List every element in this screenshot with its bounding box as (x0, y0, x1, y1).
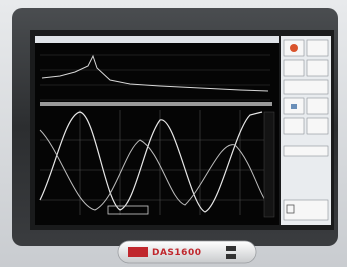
page: DAS1600 (() => { const data = JSON.parse… (0, 0, 347, 267)
device-photo: DAS1600 (0, 0, 347, 267)
button[interactable] (284, 80, 328, 94)
button[interactable] (284, 60, 304, 76)
icon (290, 44, 298, 52)
button[interactable] (284, 118, 304, 134)
icon (291, 104, 297, 109)
badge-label: DAS1600 (152, 248, 201, 258)
button[interactable] (307, 118, 328, 134)
usb-port (226, 246, 236, 251)
button[interactable] (307, 98, 328, 114)
button[interactable] (307, 60, 328, 76)
button[interactable] (284, 146, 328, 156)
usb-port (226, 254, 236, 259)
brand-logo (128, 247, 148, 257)
axis-strip (40, 102, 272, 106)
button[interactable] (307, 40, 328, 56)
plot-area (35, 36, 279, 225)
side-scale (264, 112, 274, 217)
toolbar (35, 36, 279, 43)
button[interactable] (284, 200, 328, 220)
